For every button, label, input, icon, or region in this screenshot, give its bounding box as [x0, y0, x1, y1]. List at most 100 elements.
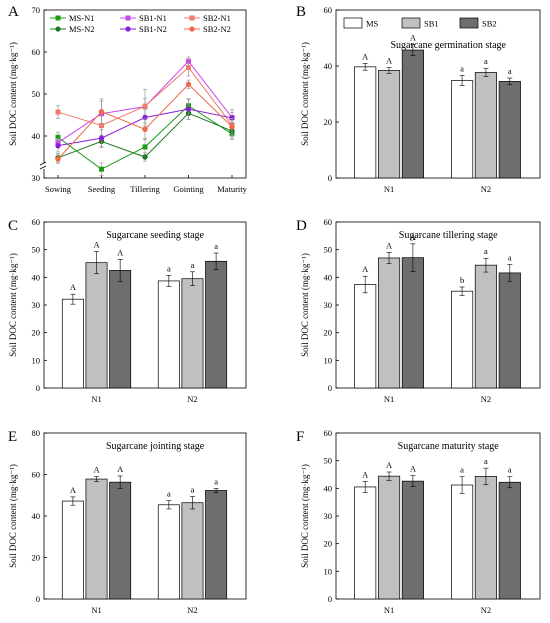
y-axis-label: Soil DOC content (mg·kg⁻¹) [300, 464, 310, 568]
x-tick-label: N1 [91, 394, 101, 404]
data-point-circle [185, 106, 192, 112]
legend-label: SB2 [482, 19, 497, 29]
bar [61, 298, 84, 389]
x-tick-label: Tillering [130, 184, 160, 194]
y-tick-label: 10 [324, 566, 333, 576]
bar [401, 480, 424, 600]
significance-label: A [117, 247, 124, 257]
y-tick-label: 0 [36, 383, 40, 393]
bar [474, 264, 498, 389]
y-tick-label: 0 [328, 383, 332, 393]
panel-c: 0 10 20 30 40 50 60 Soil DOC content (mg·kg⁻¹) C… [8, 217, 247, 404]
y-tick-label: 50 [324, 456, 333, 466]
bar [61, 500, 84, 600]
significance-label: a [191, 484, 195, 494]
y-axis-label: Soil DOC content (mg·kg⁻¹) [8, 253, 18, 357]
y-tick-label: 30 [32, 300, 41, 310]
bar [181, 502, 204, 600]
legend-label: MS [366, 19, 379, 29]
significance-label: b [460, 275, 464, 285]
bar [205, 490, 228, 600]
significance-label: A [386, 56, 393, 66]
y-tick-label: 50 [32, 89, 41, 99]
legend-label: SB1 [424, 19, 439, 29]
x-tick-label: Maturity [217, 184, 247, 194]
legend-swatch-square [189, 15, 195, 21]
y-tick-label: 60 [324, 217, 333, 227]
data-point-square [142, 103, 148, 109]
significance-label: a [214, 241, 218, 251]
bar [354, 486, 377, 600]
axis-break-gap [41, 163, 47, 169]
x-tick-label: N2 [481, 605, 491, 615]
significance-label: a [460, 465, 464, 475]
panel-letter: F [296, 429, 304, 445]
bar [498, 481, 521, 600]
bar [377, 257, 401, 389]
significance-label: a [167, 489, 171, 499]
significance-label: a [508, 66, 512, 76]
x-tick-label: N1 [384, 605, 394, 615]
significance-label: a [484, 56, 488, 66]
y-axis-label: Soil DOC content (mg·kg⁻¹) [300, 42, 310, 146]
x-tick-label: Seeding [88, 184, 116, 194]
significance-label: A [70, 282, 77, 292]
y-tick-label: 20 [32, 328, 41, 338]
significance-label: A [410, 32, 417, 42]
data-point-circle [229, 115, 235, 121]
y-tick-label: 30 [32, 173, 41, 183]
panel-letter: C [8, 218, 18, 234]
panel-a: 30 40 50 60 70 Soil DOC content (mg·kg⁻¹) A Sow… [8, 4, 248, 194]
legend-swatch-circle [125, 26, 131, 32]
y-tick-label: 40 [324, 483, 333, 493]
panel-b: 0 20 40 60 Soil DOC content (mg·kg⁻¹) B N1 N2 Su… [296, 4, 541, 194]
bar [157, 504, 180, 600]
legend-swatch [459, 17, 479, 29]
legend-swatch-circle [189, 26, 195, 32]
bar [85, 262, 108, 389]
stage-title: Sugarcane jointing stage [106, 441, 205, 452]
legend-label: SB1-N2 [139, 24, 167, 34]
data-point-square [99, 123, 104, 128]
significance-label: A [386, 460, 393, 470]
y-tick-label: 10 [324, 355, 333, 365]
panel-letter: A [8, 4, 19, 20]
significance-label: A [362, 51, 369, 61]
x-tick-label: N1 [91, 605, 101, 615]
bar [109, 481, 132, 600]
stage-title: Sugarcane tillering stage [399, 230, 498, 241]
plot-frame [335, 9, 541, 179]
bar [401, 257, 424, 389]
bar [109, 270, 132, 389]
legend-label: SB2-N1 [203, 13, 231, 23]
bar [474, 476, 498, 600]
bar [205, 260, 228, 389]
x-tick-label: Gointing [173, 184, 204, 194]
bar [451, 80, 474, 179]
y-tick-label: 60 [324, 5, 333, 15]
y-tick-label: 60 [32, 217, 41, 227]
panel-letter: E [8, 429, 17, 445]
y-axis-label: Soil DOC content (mg·kg⁻¹) [8, 42, 18, 146]
panel-letter: D [296, 218, 307, 234]
significance-label: A [362, 469, 369, 479]
significance-label: A [70, 485, 77, 495]
y-tick-label: 60 [324, 428, 333, 438]
data-point-circle [142, 126, 148, 132]
data-point-square [142, 144, 148, 150]
y-tick-label: 40 [324, 61, 333, 71]
legend-swatch [401, 17, 421, 29]
data-point-square [55, 134, 61, 140]
data-point-circle [185, 81, 192, 88]
legend-swatch-circle [55, 26, 61, 32]
data-point-square [186, 65, 191, 71]
legend-label: SB1-N1 [139, 13, 167, 23]
significance-label: a [460, 64, 464, 74]
y-axis-label: Soil DOC content (mg·kg⁻¹) [300, 253, 310, 357]
y-tick-label: 10 [32, 355, 41, 365]
data-point-circle [55, 142, 61, 149]
y-tick-label: 0 [328, 594, 332, 604]
significance-label: A [93, 240, 100, 250]
